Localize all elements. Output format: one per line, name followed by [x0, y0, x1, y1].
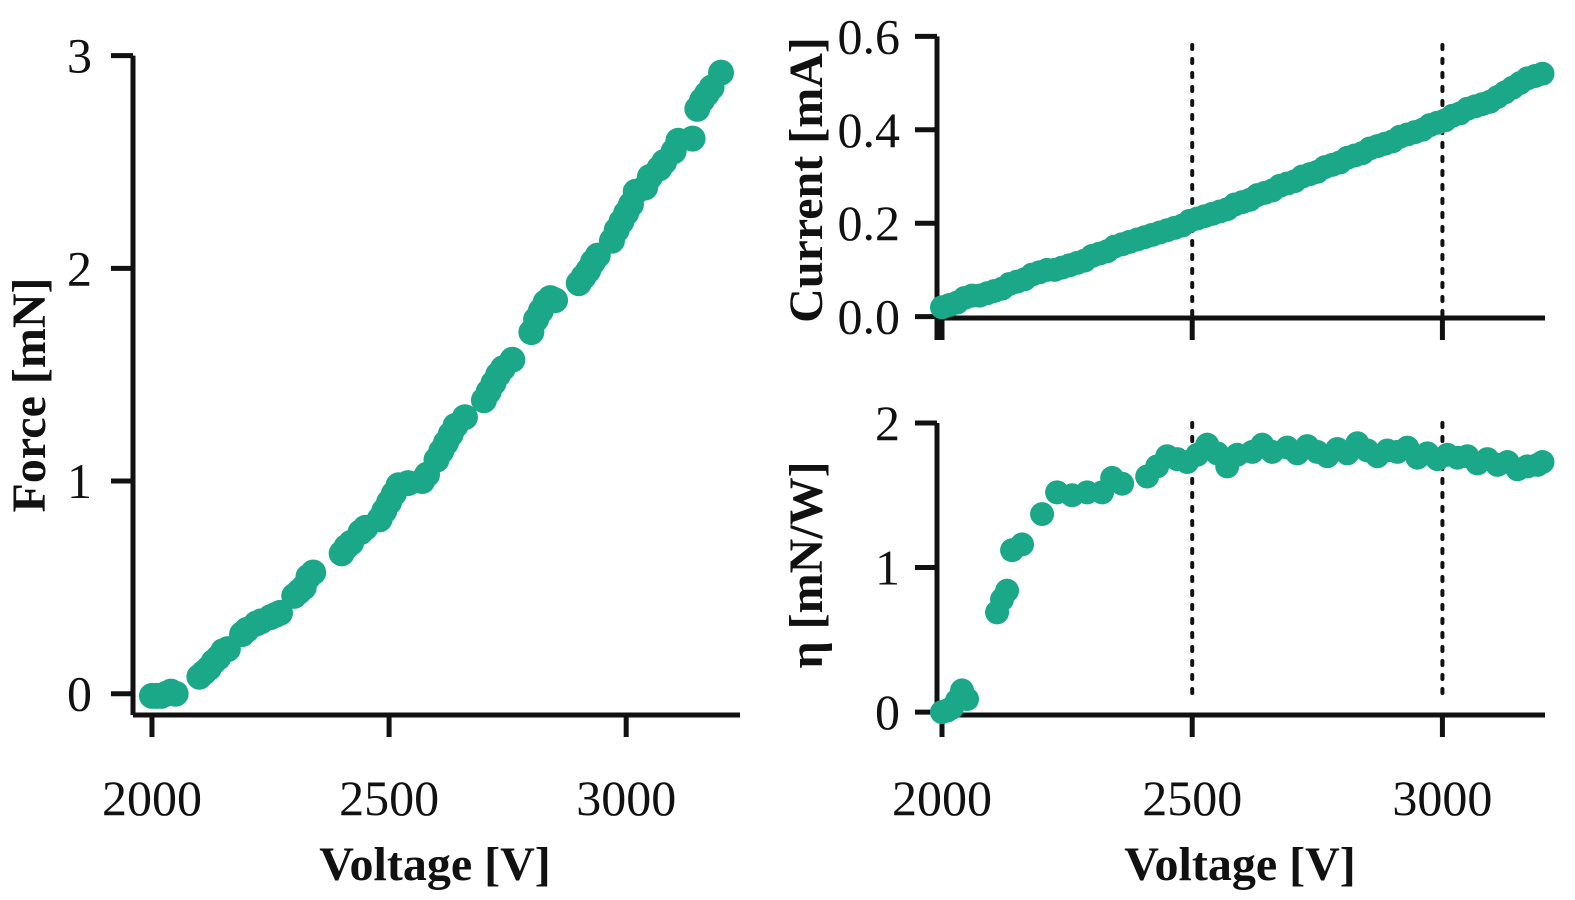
force-y-tick-label: 2 — [67, 240, 92, 296]
force-data-point — [162, 680, 189, 707]
current-y-tick-label: 0.2 — [838, 195, 901, 251]
efficiency-y-tick-label: 0 — [875, 684, 900, 740]
current-panel: Current [mA] 0.0 0.2 0.4 0.6 — [780, 8, 1555, 345]
force-data-point — [679, 125, 706, 152]
force-y-tick-label: 3 — [67, 28, 92, 84]
force-x-tick-label: 2500 — [339, 770, 439, 826]
force-data-point — [267, 599, 294, 626]
current-y-tick-label: 0.0 — [838, 289, 901, 345]
force-y-tick-label: 1 — [67, 453, 92, 509]
current-y-tick-label: 0.4 — [838, 102, 901, 158]
force-data-point — [499, 346, 526, 373]
efficiency-y-tick-label: 1 — [875, 540, 900, 596]
efficiency-data-point — [1530, 450, 1555, 475]
force-data-point — [708, 59, 735, 86]
efficiency-data-point — [1030, 502, 1055, 527]
current-y-axis-title: Current [mA] — [780, 37, 833, 323]
force-x-tick-label: 2000 — [102, 770, 202, 826]
current-y-tick-label: 0.6 — [838, 8, 901, 64]
efficiency-x-tick-label: 2000 — [892, 770, 992, 826]
efficiency-x-axis-title: Voltage [V] — [1124, 838, 1356, 891]
efficiency-data-point — [995, 578, 1020, 603]
efficiency-data-point — [1010, 532, 1035, 557]
efficiency-data-point — [1110, 471, 1135, 496]
force-data-point — [542, 287, 569, 314]
force-x-tick-label: 3000 — [576, 770, 676, 826]
force-panel: Force [mN] Voltage [V] 0 1 2 3 2000 2500 3000 — [3, 28, 740, 891]
efficiency-panel: η [mN/W] Voltage [V] 0 1 2 2000 2500 3000 — [780, 395, 1555, 891]
current-data-point — [1530, 61, 1555, 86]
force-y-tick-label: 0 — [67, 666, 92, 722]
force-x-axis-title: Voltage [V] — [319, 838, 551, 891]
force-data-point — [300, 559, 327, 586]
efficiency-y-tick-label: 2 — [875, 395, 900, 451]
efficiency-y-axis-title: η [mN/W] — [780, 461, 833, 668]
efficiency-data-point — [955, 687, 980, 712]
efficiency-x-tick-label: 3000 — [1392, 770, 1492, 826]
efficiency-x-tick-label: 2500 — [1142, 770, 1242, 826]
force-y-axis-title: Force [mN] — [3, 278, 56, 513]
force-data-point — [451, 404, 478, 431]
